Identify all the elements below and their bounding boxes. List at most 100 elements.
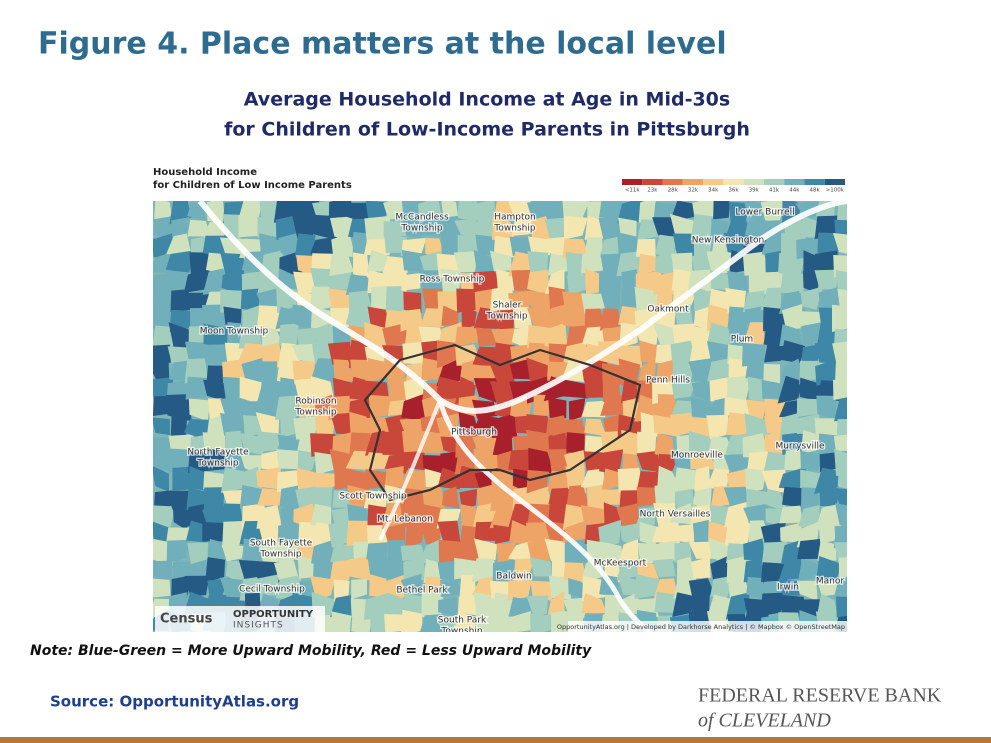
tract — [562, 201, 590, 218]
place-label: Hampton — [494, 213, 536, 223]
tract — [546, 415, 568, 436]
tract — [385, 286, 406, 313]
tract — [833, 525, 847, 549]
tract — [297, 450, 318, 475]
tract — [169, 201, 192, 225]
tract — [636, 559, 659, 579]
tract — [370, 610, 388, 632]
legend-label: 44k — [789, 188, 800, 194]
tract — [201, 304, 227, 327]
tract — [691, 381, 715, 404]
place-label: North Versailles — [640, 510, 711, 520]
tract — [746, 399, 767, 420]
tract — [725, 592, 751, 620]
tract — [153, 466, 170, 493]
tract — [280, 416, 297, 439]
subtitle-line: Average Household Income at Age in Mid-3… — [244, 89, 730, 111]
tract — [454, 326, 480, 347]
tract — [352, 252, 370, 278]
place-label: South Fayette — [250, 539, 313, 549]
place-label: Moon Township — [200, 327, 269, 337]
place-label: McCandless — [395, 213, 449, 223]
legend-label: 23k — [647, 188, 658, 194]
tract — [153, 395, 169, 416]
tract — [529, 557, 553, 577]
tract — [205, 557, 226, 583]
tract — [743, 201, 764, 221]
tract — [405, 524, 425, 548]
tract — [441, 486, 460, 509]
tract — [635, 238, 656, 257]
tract — [256, 467, 282, 490]
tract — [240, 288, 261, 311]
place-label: Lower Burrell — [735, 208, 794, 218]
tract — [761, 469, 786, 493]
tract — [165, 250, 195, 273]
tract — [403, 291, 422, 314]
tract — [548, 397, 567, 419]
place-label: South Park — [438, 616, 487, 626]
tract — [598, 489, 623, 505]
tract — [781, 540, 802, 564]
tract — [832, 304, 847, 333]
place-label: Manor — [816, 577, 844, 587]
tract — [202, 432, 226, 454]
legend-swatch — [622, 179, 643, 185]
tract — [673, 467, 698, 493]
tract — [837, 469, 847, 489]
river — [378, 399, 442, 541]
tract — [203, 487, 225, 510]
tract — [638, 359, 657, 381]
legend-swatch — [662, 179, 683, 185]
tract — [838, 557, 847, 583]
tract — [781, 303, 803, 330]
tract — [622, 453, 640, 471]
tract — [836, 201, 847, 223]
place-label: Murrysville — [775, 442, 825, 452]
tract — [692, 519, 710, 547]
tract — [170, 413, 187, 439]
tract — [153, 505, 176, 528]
tract — [364, 357, 392, 384]
tract — [170, 289, 191, 312]
tract — [800, 286, 824, 310]
tract — [833, 576, 847, 599]
tract — [369, 574, 390, 598]
tract — [166, 539, 191, 564]
tract — [672, 524, 695, 544]
tract — [653, 540, 679, 561]
tract — [782, 486, 804, 508]
tract — [332, 377, 355, 402]
place-label: Monroeville — [671, 451, 723, 461]
tract — [457, 595, 477, 616]
tract — [473, 201, 495, 224]
place-label: Township — [493, 224, 535, 234]
tract — [530, 613, 551, 632]
place-label: McKeesport — [594, 559, 647, 569]
tract — [760, 592, 786, 617]
place-label: Shaler — [493, 301, 522, 311]
oi-logo: OPPORTUNITY — [233, 609, 314, 620]
tract — [780, 272, 805, 294]
tract — [835, 270, 847, 291]
tract — [153, 344, 171, 367]
tract — [800, 450, 823, 471]
tract — [417, 201, 442, 224]
tract — [834, 448, 847, 476]
legend-label: 32k — [688, 188, 699, 194]
tract — [671, 379, 697, 399]
tract — [438, 597, 458, 616]
tract — [599, 285, 621, 310]
legend-swatch — [763, 179, 785, 185]
tract — [473, 538, 498, 564]
tract — [727, 270, 748, 294]
tract — [550, 610, 568, 632]
map-heading: Household Income — [153, 167, 257, 178]
attribution: OpportunityAtlas.org | Developed by Dark… — [557, 623, 845, 631]
tract — [548, 575, 572, 600]
place-label: Robinson — [295, 397, 336, 407]
tract — [635, 506, 656, 526]
tract — [422, 455, 444, 473]
tract — [473, 610, 497, 632]
